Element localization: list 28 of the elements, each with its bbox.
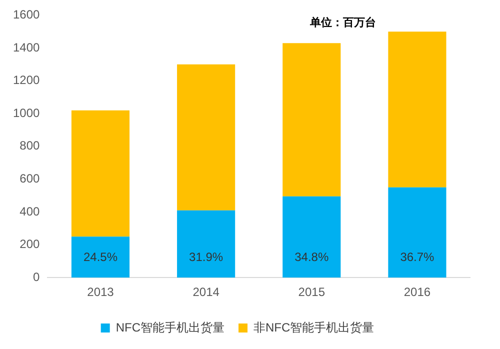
y-tick-label: 400 bbox=[20, 204, 40, 218]
bar bbox=[177, 64, 236, 210]
bar bbox=[388, 187, 446, 278]
bar bbox=[71, 236, 130, 278]
y-tick-label: 1400 bbox=[12, 40, 40, 54]
legend-label: 非NFC智能手机出货量 bbox=[254, 320, 374, 334]
annotation: 36.7% bbox=[400, 250, 435, 264]
annotation: 31.9% bbox=[189, 250, 224, 264]
bar bbox=[282, 43, 341, 196]
annotation: 24.5% bbox=[83, 250, 118, 264]
y-tick-label: 1200 bbox=[12, 73, 40, 88]
y-tick-label: 200 bbox=[20, 237, 40, 252]
y-tick-label: 1000 bbox=[12, 106, 40, 120]
bar bbox=[71, 110, 130, 237]
y-tick-label: 800 bbox=[20, 138, 40, 153]
annotation: 34.8% bbox=[294, 250, 329, 264]
bar bbox=[282, 196, 341, 278]
bar bbox=[388, 32, 446, 188]
bar bbox=[177, 210, 236, 278]
x-tick-label: 2016 bbox=[404, 285, 431, 300]
y-tick-label: 1600 bbox=[12, 8, 40, 22]
annotation: 单位：百万台 bbox=[309, 16, 376, 30]
x-tick-label: 2013 bbox=[87, 285, 114, 300]
x-tick-label: 2014 bbox=[192, 285, 220, 300]
legend-label: NFC智能手机出货量 bbox=[116, 320, 225, 334]
y-tick-label: 0 bbox=[33, 270, 40, 284]
y-tick-label: 600 bbox=[20, 172, 40, 186]
x-tick-label: 2015 bbox=[298, 285, 326, 300]
